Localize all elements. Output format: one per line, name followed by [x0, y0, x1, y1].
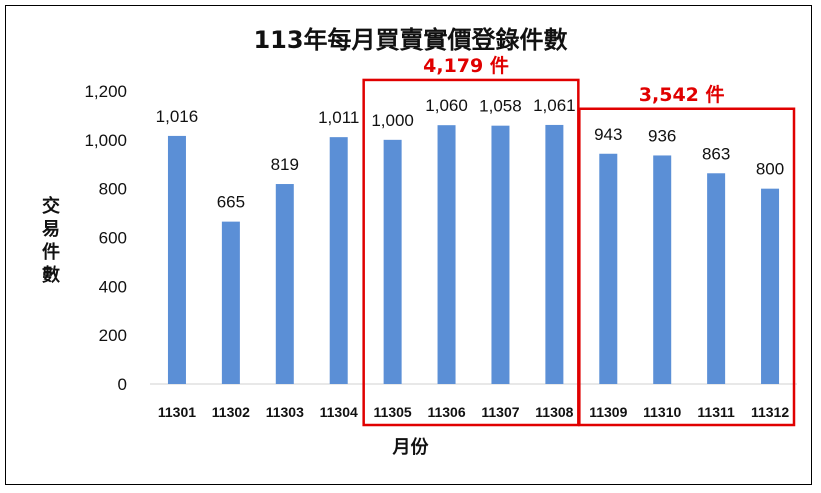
- y-tick-label: 0: [118, 375, 127, 394]
- y-tick-label: 600: [99, 229, 127, 248]
- x-tick-label: 11306: [427, 404, 465, 420]
- data-label: 1,016: [156, 107, 199, 126]
- group-highlight-box: [578, 107, 796, 427]
- chart-title: 113年每月買賣實價登錄件數: [253, 26, 568, 54]
- bar: [599, 153, 618, 384]
- data-label: 863: [702, 144, 730, 163]
- bar: [167, 135, 186, 384]
- x-tick-label: 11310: [643, 404, 681, 420]
- bar: [221, 221, 240, 384]
- bar: [437, 125, 456, 384]
- x-tick-label: 11305: [374, 404, 412, 420]
- x-tick-label: 11311: [697, 404, 735, 420]
- y-tick-label: 400: [99, 277, 127, 296]
- data-label: 665: [217, 193, 245, 212]
- x-tick-label: 11302: [212, 404, 250, 420]
- x-tick-label: 11309: [589, 404, 627, 420]
- y-tick-label: 1,000: [84, 131, 127, 150]
- x-axis-label: 月份: [392, 437, 429, 458]
- data-label: 819: [271, 155, 299, 174]
- x-tick-label: 11303: [266, 404, 304, 420]
- data-label: 936: [648, 126, 676, 145]
- chart-frame: [5, 5, 812, 485]
- data-label: 1,011: [318, 108, 359, 127]
- data-label: 1,061: [533, 96, 576, 115]
- x-tick-label: 11312: [751, 404, 789, 420]
- x-tick-label: 11307: [481, 404, 519, 420]
- data-label: 1,000: [371, 111, 414, 130]
- y-tick-label: 200: [99, 326, 127, 345]
- x-tick-label: 11301: [158, 404, 196, 420]
- bar: [653, 155, 672, 384]
- group-total-label: 4,179 件: [423, 54, 509, 77]
- data-label: 1,058: [479, 97, 522, 116]
- bar: [383, 139, 402, 384]
- bar: [761, 188, 780, 384]
- bar: [275, 184, 294, 384]
- bar: [707, 173, 726, 384]
- y-axis-label: 交易件數: [42, 196, 60, 286]
- x-tick-label: 11304: [320, 404, 358, 420]
- data-label: 1,060: [425, 96, 468, 115]
- data-label: 943: [594, 125, 622, 144]
- y-tick-label: 800: [99, 180, 127, 199]
- data-label: 800: [756, 160, 784, 179]
- bar: [491, 125, 510, 385]
- x-tick-label: 11308: [535, 404, 573, 420]
- bar: [545, 124, 564, 385]
- bar: [329, 137, 348, 384]
- group-total-label: 3,542 件: [639, 83, 725, 106]
- y-tick-label: 1,200: [84, 82, 127, 101]
